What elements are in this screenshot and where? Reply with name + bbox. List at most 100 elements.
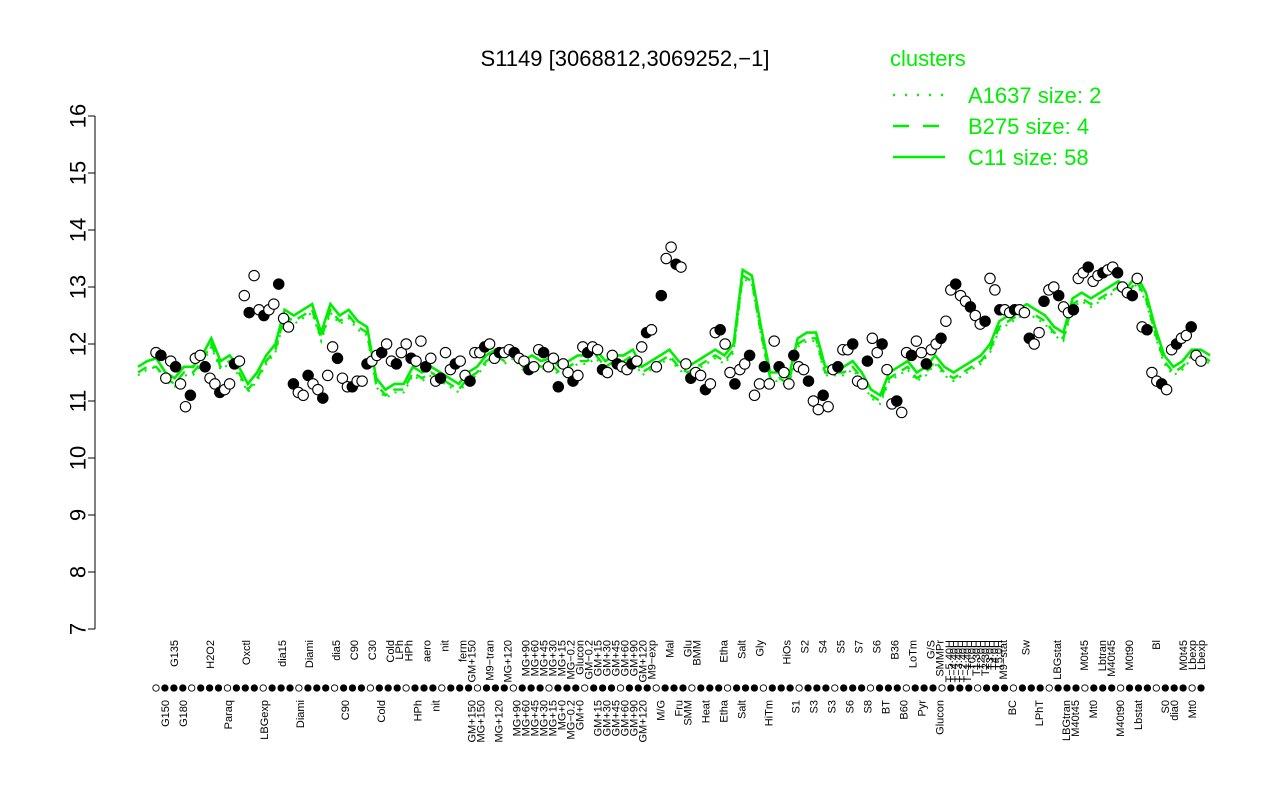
x-tick-label: Pyr bbox=[917, 700, 929, 717]
legend-title: clusters bbox=[890, 46, 966, 71]
data-point bbox=[738, 358, 751, 370]
x-marker bbox=[420, 684, 428, 692]
data-point bbox=[729, 378, 741, 390]
data-point bbox=[964, 301, 977, 313]
x-tick-label: Etha bbox=[719, 639, 731, 663]
x-marker bbox=[1134, 684, 1143, 692]
x-marker bbox=[706, 684, 714, 692]
x-marker bbox=[375, 684, 383, 692]
x-tick-label: T5.0H bbox=[993, 640, 1005, 670]
x-tick-label: S6 bbox=[845, 700, 857, 713]
data-point bbox=[704, 378, 717, 390]
data-point bbox=[233, 355, 246, 367]
data-point bbox=[1126, 289, 1139, 302]
x-tick-label: GM+120 bbox=[638, 700, 650, 743]
data-point bbox=[1160, 383, 1173, 396]
x-marker bbox=[313, 684, 321, 692]
x-marker bbox=[1108, 684, 1116, 692]
data-point bbox=[812, 403, 825, 416]
x-tick-label: GM+150 bbox=[466, 640, 478, 683]
data-point bbox=[331, 352, 344, 365]
x-marker bbox=[393, 684, 401, 692]
data-point bbox=[601, 366, 614, 379]
data-point bbox=[1067, 304, 1080, 316]
data-point bbox=[223, 378, 236, 390]
data-points bbox=[150, 241, 1207, 419]
data-point bbox=[778, 366, 790, 379]
x-tick-label: MG+90 bbox=[511, 700, 523, 736]
x-marker bbox=[402, 684, 410, 692]
x-tick-label: M9−stat bbox=[998, 640, 1010, 679]
x-marker bbox=[554, 684, 562, 692]
data-point bbox=[881, 363, 893, 376]
x-tick-label: MG+15 bbox=[556, 640, 568, 676]
x-marker bbox=[723, 684, 732, 692]
x-tick-label: T2.30H bbox=[980, 640, 992, 676]
data-point bbox=[1082, 261, 1094, 273]
x-tick-label: MG+0 bbox=[556, 700, 568, 730]
x-tick-label: GM+45 bbox=[610, 640, 622, 676]
x-marker bbox=[348, 684, 357, 692]
data-point bbox=[1033, 326, 1045, 339]
x-marker bbox=[795, 684, 803, 692]
x-tick-label: S7 bbox=[854, 640, 866, 653]
x-tick-label: GM+150 bbox=[466, 700, 478, 743]
x-tick-label: G180 bbox=[178, 700, 190, 727]
data-point bbox=[817, 389, 829, 402]
data-point bbox=[400, 338, 412, 350]
x-marker bbox=[366, 684, 375, 692]
x-tick-label: T−2.40H bbox=[957, 640, 969, 683]
x-marker bbox=[518, 684, 526, 692]
data-point bbox=[238, 289, 251, 302]
x-tick-label: Cold bbox=[376, 700, 388, 723]
x-marker bbox=[188, 684, 196, 692]
x-marker bbox=[1161, 684, 1169, 692]
x-tick-label: M9−tran bbox=[484, 640, 496, 681]
y-tick-label: 8 bbox=[66, 566, 91, 578]
data-point bbox=[434, 372, 447, 384]
y-tick-label: 14 bbox=[66, 218, 91, 242]
x-marker bbox=[223, 684, 232, 692]
x-marker bbox=[295, 684, 303, 692]
data-point bbox=[268, 298, 280, 310]
x-tick-label: Diami bbox=[304, 640, 316, 668]
x-tick-label: G150 bbox=[160, 700, 172, 727]
x-tick-label: MG−0.2 bbox=[565, 640, 577, 679]
data-point bbox=[557, 358, 569, 370]
x-marker bbox=[572, 684, 580, 692]
data-point bbox=[807, 395, 820, 407]
x-marker bbox=[581, 684, 589, 692]
x-tick-label: BMM bbox=[692, 640, 704, 666]
x-marker bbox=[259, 684, 267, 692]
x-marker bbox=[563, 684, 571, 692]
x-tick-label: T−1.40H bbox=[962, 640, 974, 683]
data-point bbox=[209, 378, 221, 390]
data-point bbox=[758, 361, 771, 373]
x-tick-label: M/G bbox=[656, 700, 668, 721]
x-marker bbox=[857, 684, 866, 692]
data-point bbox=[380, 338, 393, 350]
x-marker bbox=[875, 684, 884, 692]
y-tick-label: 9 bbox=[66, 509, 91, 521]
x-tick-label: T3.0H bbox=[984, 640, 996, 670]
x-tick-label: C90 bbox=[349, 640, 361, 660]
x-marker bbox=[197, 684, 205, 692]
x-tick-label: Glucon bbox=[574, 640, 586, 675]
x-marker bbox=[161, 684, 169, 692]
data-point bbox=[797, 363, 810, 376]
x-tick-label: G/S bbox=[926, 640, 938, 659]
x-marker bbox=[947, 684, 955, 692]
data-point bbox=[302, 369, 314, 382]
data-point bbox=[665, 241, 677, 253]
x-tick-label: Glu bbox=[683, 640, 695, 657]
x-marker bbox=[679, 684, 687, 692]
data-point bbox=[297, 389, 309, 402]
data-point bbox=[910, 335, 923, 347]
data-point bbox=[272, 278, 285, 290]
data-point bbox=[248, 269, 260, 282]
data-point bbox=[321, 369, 334, 382]
data-point bbox=[326, 341, 339, 353]
data-point bbox=[184, 389, 197, 402]
x-tick-label: Etha bbox=[719, 699, 731, 723]
y-tick-label: 10 bbox=[66, 446, 91, 470]
